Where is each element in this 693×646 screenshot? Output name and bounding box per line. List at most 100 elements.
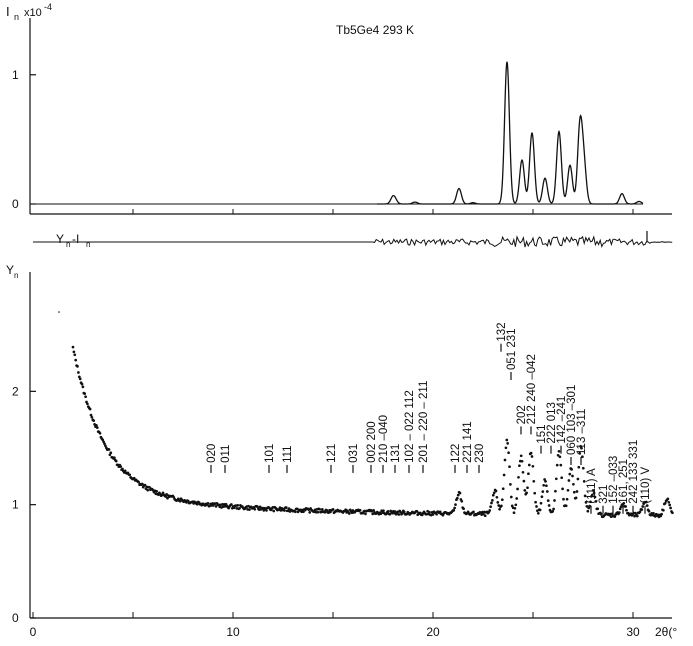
observed-point — [580, 446, 583, 450]
observed-point — [622, 501, 626, 505]
observed-point — [496, 501, 500, 504]
observed-point — [555, 463, 559, 467]
observed-point — [132, 476, 136, 480]
yn-label-main: Y — [6, 263, 14, 277]
observed-point — [98, 431, 102, 435]
observed-point — [593, 495, 597, 499]
reflection-label: 202 — [516, 405, 528, 424]
yn-axis-label: Y n — [6, 263, 18, 280]
observed-point — [576, 477, 580, 481]
reflection-label: 122 — [450, 444, 462, 463]
reflection-label: 161, 251 — [618, 459, 630, 504]
observed-point — [74, 358, 78, 362]
observed-point — [583, 494, 587, 498]
observed-point — [230, 503, 233, 506]
observed-point — [302, 510, 305, 514]
observed-point — [491, 493, 495, 497]
observed-point — [516, 487, 519, 491]
reflection-label: 201 – 220 – 211 — [418, 381, 430, 463]
observed-point — [591, 489, 595, 492]
observed-point — [594, 500, 598, 503]
observed-point — [509, 495, 513, 499]
observed-point — [558, 455, 562, 459]
observed-point — [358, 508, 362, 512]
observed-point — [331, 507, 335, 511]
observed-point — [148, 486, 151, 489]
reflection-label: 210 –040 — [378, 415, 390, 463]
observed-point — [386, 510, 390, 513]
reflection-label: 152 –033 — [608, 456, 620, 504]
observed-point — [107, 448, 111, 451]
observed-point — [584, 501, 588, 504]
observed-point — [667, 500, 671, 504]
observed-point — [547, 504, 551, 507]
observed-point — [460, 499, 464, 503]
observed-point — [564, 504, 568, 508]
reflection-label: (110) V — [640, 467, 652, 504]
observed-point — [551, 510, 555, 513]
observed-point — [666, 497, 670, 501]
diff-label-sub2: n — [86, 240, 90, 249]
observed-point — [557, 449, 561, 453]
observed-point — [556, 453, 560, 457]
observed-point — [86, 402, 89, 406]
in-label-scale: x10 — [24, 7, 42, 19]
top-y-tick-label: 1 — [12, 68, 19, 82]
reflection-label: 142 –241 — [556, 396, 568, 444]
observed-point — [577, 465, 581, 469]
observed-point — [95, 424, 98, 427]
observed-point — [570, 468, 573, 471]
observed-point — [72, 350, 76, 354]
observed-point — [90, 415, 94, 419]
observed-point — [538, 508, 542, 512]
obs-x-tick-label: 30 — [626, 625, 640, 639]
observed-point — [140, 482, 144, 486]
reflection-label: 222 013 — [546, 402, 558, 444]
observed-point — [565, 497, 569, 501]
observed-point — [660, 512, 663, 516]
observed-point — [438, 510, 442, 514]
observed-point — [84, 395, 87, 399]
reflection-label: 051 231 — [506, 328, 518, 370]
observed-point — [504, 446, 508, 450]
observed-point — [121, 467, 124, 471]
observed-point — [571, 474, 574, 478]
observed-point — [640, 508, 644, 511]
reflection-label: 212 240 –042 — [526, 354, 538, 424]
observed-point — [491, 499, 494, 502]
observed-point — [109, 451, 113, 455]
observed-point — [119, 465, 123, 468]
obs-y-tick-label: 1 — [12, 498, 19, 512]
observed-point — [364, 512, 367, 516]
observed-point — [80, 382, 84, 386]
reflection-label: 242 133 331 — [628, 440, 640, 504]
reflection-label: 151 — [536, 424, 548, 443]
observed-point — [490, 501, 493, 505]
observed-point — [500, 498, 504, 502]
observed-point — [453, 506, 456, 510]
calculated-intensity-line — [377, 61, 644, 205]
reflection-label: (111) A — [586, 468, 598, 504]
observed-point — [503, 458, 507, 462]
observed-point — [652, 512, 655, 515]
observed-point — [582, 480, 586, 483]
observed-point — [638, 510, 642, 514]
observed-point — [501, 487, 505, 491]
difference-curve — [33, 235, 673, 248]
observed-point — [515, 497, 519, 500]
obs-y-tick-label: 2 — [12, 384, 19, 398]
observed-point — [83, 392, 87, 395]
observed-point — [561, 487, 564, 491]
observed-point — [95, 426, 99, 429]
observed-point — [431, 513, 435, 516]
observed-point — [505, 438, 509, 442]
observed-point — [581, 455, 584, 459]
observed-point — [498, 507, 501, 511]
observed-point — [588, 504, 591, 508]
observed-point — [206, 502, 210, 505]
observed-point — [617, 511, 621, 514]
observed-point — [103, 442, 106, 446]
reflection-label: 102 – 022 112 — [404, 390, 416, 463]
observed-point — [613, 515, 617, 518]
